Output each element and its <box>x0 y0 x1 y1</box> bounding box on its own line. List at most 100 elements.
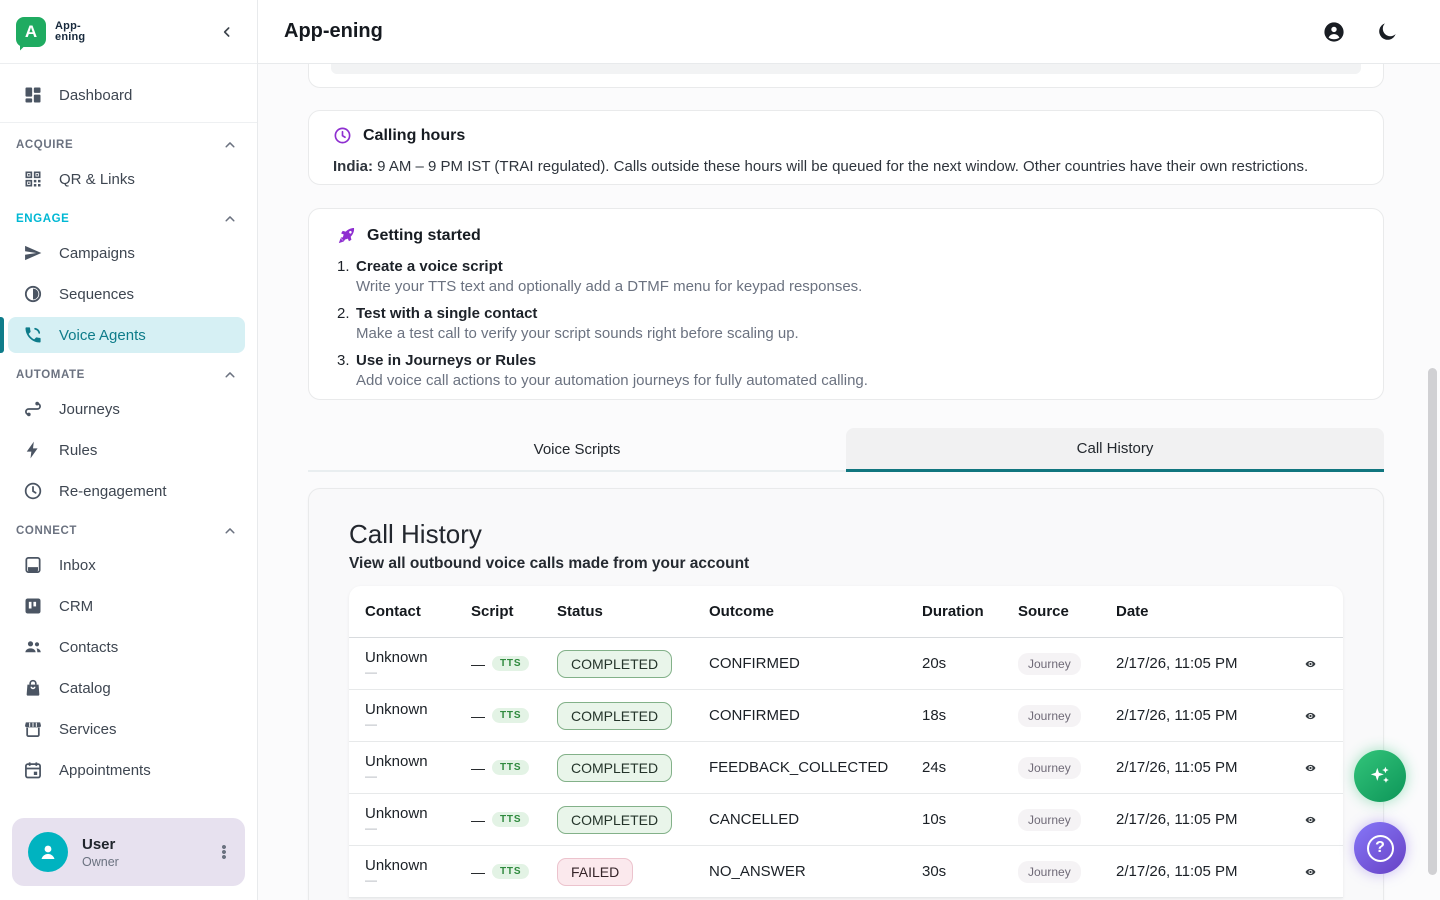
tts-badge: TTS <box>492 708 529 723</box>
script-dash: — <box>471 760 485 776</box>
qr-icon <box>23 169 43 189</box>
ai-assistant-button[interactable] <box>1354 750 1406 802</box>
tts-badge: TTS <box>492 656 529 671</box>
sidebar-section-engage[interactable]: ENGAGE <box>0 212 257 226</box>
scrolled-card-partial <box>308 64 1384 88</box>
bag-icon <box>23 678 43 698</box>
getting-started-title: Getting started <box>367 227 481 245</box>
sidebar-item-qr-links[interactable]: QR & Links <box>8 161 245 197</box>
cell-source: Journey <box>1018 861 1116 883</box>
sidebar-item-label: Dashboard <box>59 87 132 104</box>
tab-call-history[interactable]: Call History <box>846 428 1384 472</box>
calling-hours-body: India: 9 AM – 9 PM IST (TRAI regulated).… <box>333 158 1359 175</box>
cell-outcome: CANCELLED <box>709 811 922 828</box>
cell-source: Journey <box>1018 653 1116 675</box>
sidebar-item-rules[interactable]: Rules <box>8 432 245 468</box>
status-badge: COMPLETED <box>557 702 672 730</box>
calling-hours-card: Calling hours India: 9 AM – 9 PM IST (TR… <box>308 110 1384 185</box>
sidebar-item-label: Inbox <box>59 557 96 574</box>
sidebar-item-label: Sequences <box>59 286 134 303</box>
chevron-up-icon <box>223 138 237 152</box>
main-area: App-ening Calling hours India: 9 AM – 9 … <box>258 0 1440 900</box>
status-badge: COMPLETED <box>557 754 672 782</box>
view-call-button[interactable] <box>1305 705 1327 727</box>
table-row: Unknown——TTSFAILEDNO_ANSWER30sJourney2/1… <box>349 846 1343 898</box>
sidebar-section-acquire[interactable]: ACQUIRE <box>0 138 257 152</box>
sidebar-item-journeys[interactable]: Journeys <box>8 391 245 427</box>
contact-name: Unknown <box>365 805 471 822</box>
moon-icon <box>1376 20 1399 43</box>
sidebar-footer: User Owner ••• <box>0 806 257 900</box>
col-contact: Contact <box>365 603 471 620</box>
cell-status: COMPLETED <box>557 754 709 782</box>
cell-duration: 10s <box>922 811 1018 828</box>
tts-badge: TTS <box>492 812 529 827</box>
dark-mode-toggle[interactable] <box>1376 20 1400 44</box>
cell-duration: 18s <box>922 707 1018 724</box>
source-badge: Journey <box>1018 861 1081 883</box>
account-circle-icon <box>1322 20 1346 44</box>
cell-contact: Unknown— <box>365 805 471 834</box>
tabs: Voice ScriptsCall History <box>308 428 1384 472</box>
sidebar-item-voice-agents[interactable]: Voice Agents <box>8 317 245 353</box>
user-card[interactable]: User Owner ••• <box>12 818 245 886</box>
section-label: ACQUIRE <box>16 139 73 151</box>
sidebar-item-dashboard[interactable]: Dashboard <box>8 77 245 113</box>
col-source: Source <box>1018 603 1116 620</box>
sidebar-item-label: Re-engagement <box>59 483 167 500</box>
account-button[interactable] <box>1322 20 1346 44</box>
user-icon <box>36 840 60 864</box>
sidebar-collapse-button[interactable] <box>215 20 239 44</box>
sidebar-item-services[interactable]: Services <box>8 711 245 747</box>
sidebar-item-crm[interactable]: CRM <box>8 588 245 624</box>
table-row: Unknown——TTSCOMPLETEDCANCELLED10sJourney… <box>349 794 1343 846</box>
store-icon <box>23 719 43 739</box>
chevron-up-icon <box>223 368 237 382</box>
cell-date: 2/17/26, 11:05 PM <box>1116 655 1276 672</box>
sidebar-item-appointments[interactable]: Appointments <box>8 752 245 788</box>
header-actions <box>1322 20 1400 44</box>
sidebar-item-contacts[interactable]: Contacts <box>8 629 245 665</box>
view-call-button[interactable] <box>1305 653 1327 675</box>
sidebar-item-label: CRM <box>59 598 93 615</box>
sidebar-item-label: QR & Links <box>59 171 135 188</box>
table-header-row: Contact Script Status Outcome Duration S… <box>349 586 1343 638</box>
view-call-button[interactable] <box>1305 861 1327 883</box>
sidebar-item-campaigns[interactable]: Campaigns <box>8 235 245 271</box>
rocket-icon <box>337 226 356 245</box>
sidebar-section-automate[interactable]: AUTOMATE <box>0 368 257 382</box>
step-description: Add voice call actions to your automatio… <box>356 372 868 389</box>
sidebar-section-connect[interactable]: CONNECT <box>0 524 257 538</box>
call-history-title: Call History <box>349 519 1343 550</box>
view-call-button[interactable] <box>1305 757 1327 779</box>
cell-script: —TTS <box>471 708 557 724</box>
cell-date: 2/17/26, 11:05 PM <box>1116 811 1276 828</box>
step-number: 3. <box>337 352 356 389</box>
kanban-icon <box>23 596 43 616</box>
tts-badge: TTS <box>492 760 529 775</box>
view-call-button[interactable] <box>1305 809 1327 831</box>
script-dash: — <box>471 656 485 672</box>
avatar <box>28 832 68 872</box>
step-number: 2. <box>337 305 356 342</box>
sidebar-item-re-engagement[interactable]: Re-engagement <box>8 473 245 509</box>
help-button[interactable]: ? <box>1354 822 1406 874</box>
tab-voice-scripts[interactable]: Voice Scripts <box>308 428 846 472</box>
cell-date: 2/17/26, 11:05 PM <box>1116 863 1276 880</box>
getting-started-step: 2.Test with a single contactMake a test … <box>337 305 1355 342</box>
sidebar-item-label: Catalog <box>59 680 111 697</box>
user-role: Owner <box>82 855 203 869</box>
sidebar-item-inbox[interactable]: Inbox <box>8 547 245 583</box>
contact-sub: — <box>365 822 471 834</box>
phone-icon <box>23 325 43 345</box>
contact-name: Unknown <box>365 857 471 874</box>
user-menu-dots-icon[interactable]: ••• <box>217 845 231 860</box>
sidebar-item-catalog[interactable]: Catalog <box>8 670 245 706</box>
route-icon <box>23 399 43 419</box>
call-history-panel: Call History View all outbound voice cal… <box>308 488 1384 900</box>
sidebar-item-sequences[interactable]: Sequences <box>8 276 245 312</box>
table-row: Unknown——TTSCOMPLETEDCONFIRMED20sJourney… <box>349 638 1343 690</box>
sidebar-nav: Dashboard ACQUIRE QR & Links ENGAGE Campaign… <box>0 64 257 806</box>
scrollbar-thumb[interactable] <box>1428 368 1437 875</box>
section-label: AUTOMATE <box>16 369 85 381</box>
